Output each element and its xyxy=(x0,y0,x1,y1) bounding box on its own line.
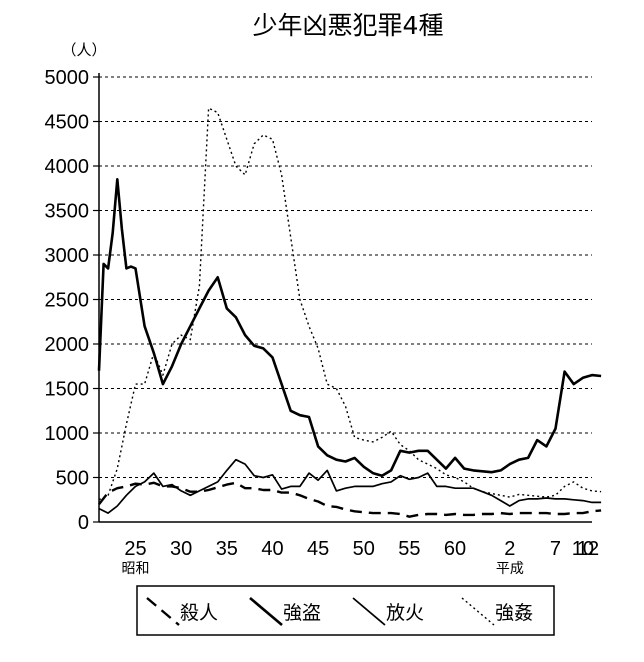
grid-layer xyxy=(99,76,592,478)
series-line-2 xyxy=(97,178,602,478)
legend: 殺人 強盗 放火 強姦 xyxy=(136,585,555,636)
y-tick-label: 3500 xyxy=(45,201,90,223)
y-tick-label: 4000 xyxy=(45,156,90,178)
legend-label: 強姦 xyxy=(495,602,533,624)
x-tick-label: 40 xyxy=(261,538,283,560)
y-tick-label: 500 xyxy=(56,468,89,490)
legend-label: 強盗 xyxy=(283,602,321,624)
x-tick-label: 45 xyxy=(307,538,329,560)
legend-label: 放火 xyxy=(386,602,424,624)
x-tick-label: 50 xyxy=(353,538,375,560)
y-tick-label: 1500 xyxy=(45,379,90,401)
x-tick-label: 10 xyxy=(572,538,594,560)
y-tick-label: 3000 xyxy=(45,245,90,267)
y-tick-label: 5000 xyxy=(45,67,90,89)
y-tick-label: 2500 xyxy=(45,290,90,312)
x-tick-label: 30 xyxy=(170,538,192,560)
x-tick-label: 12 xyxy=(577,538,599,560)
series-line-3 xyxy=(98,458,602,514)
x-tick-label: 7 xyxy=(550,538,561,560)
x-tick-label: 60 xyxy=(444,538,466,560)
y-tick-label: 2000 xyxy=(45,334,90,356)
x-tick-label: 25 xyxy=(124,538,146,560)
chart-title: 少年凶悪犯罪4種 xyxy=(253,11,444,40)
legend-label: 殺人 xyxy=(180,602,218,624)
x-tick-label: 55 xyxy=(398,538,420,560)
legend-box xyxy=(136,585,555,636)
legend-swatch xyxy=(249,597,283,626)
y-axis-unit: （人） xyxy=(61,41,106,59)
legend-swatch xyxy=(352,597,386,626)
series-layer xyxy=(97,107,602,518)
legend-swatch xyxy=(146,597,180,626)
x-tick-label: 2 xyxy=(504,538,515,560)
era-label: 昭和 xyxy=(122,561,150,577)
era-label: 平成 xyxy=(496,561,524,577)
series-line-4 xyxy=(98,107,602,501)
x-tick-label: 35 xyxy=(216,538,238,560)
y-tick-label: 4500 xyxy=(45,112,90,134)
series-line-1 xyxy=(98,481,602,518)
legend-swatch xyxy=(461,597,495,626)
axis-layer: 0 500 1000 1500 2000 2500 3000 3500 4000 4500 5000… xyxy=(45,67,600,577)
y-tick-label: 1000 xyxy=(45,423,90,445)
y-tick-label: 0 xyxy=(78,512,89,534)
